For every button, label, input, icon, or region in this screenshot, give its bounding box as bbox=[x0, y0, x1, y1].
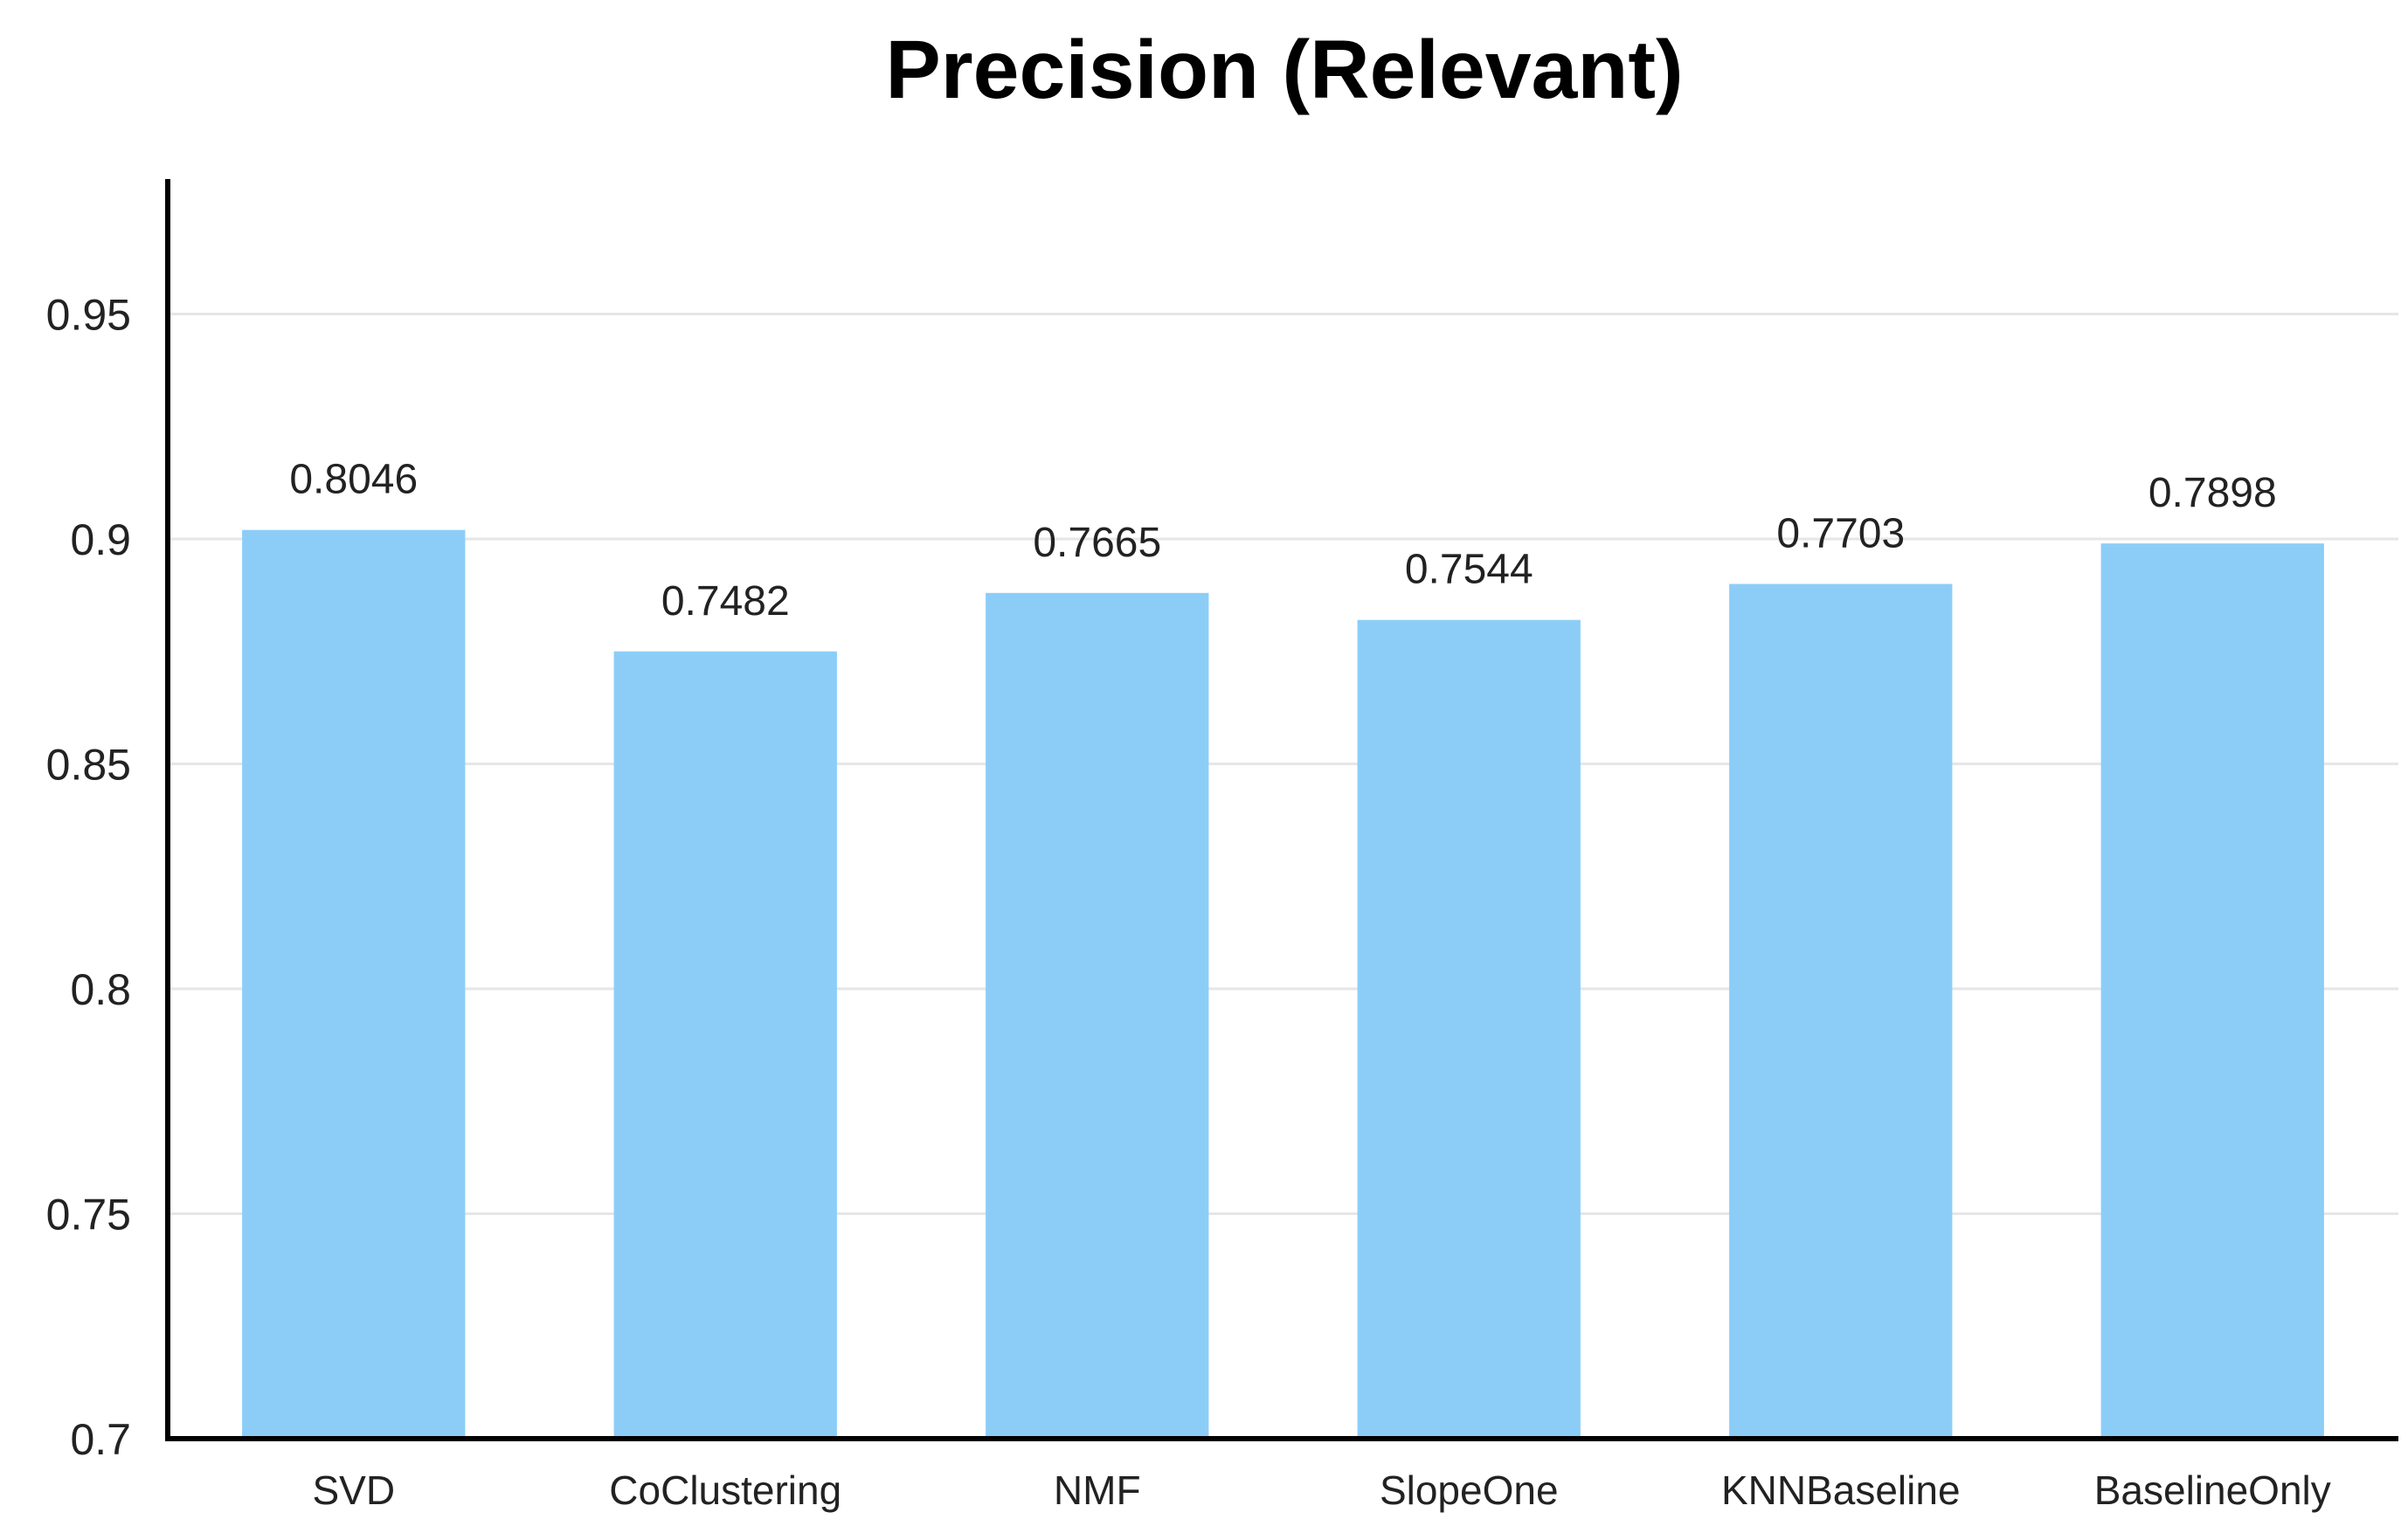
data-label: 0.7898 bbox=[2149, 470, 2277, 516]
y-tick-label: 0.75 bbox=[46, 1191, 131, 1240]
x-tick-label: SlopeOne bbox=[1380, 1467, 1559, 1513]
x-tick-label: CoClustering bbox=[609, 1467, 841, 1513]
y-tick-label: 0.85 bbox=[46, 741, 131, 790]
chart-title: Precision (Relevant) bbox=[885, 24, 1683, 116]
y-tick-label: 0.8 bbox=[70, 965, 131, 1014]
data-label: 0.7482 bbox=[661, 578, 790, 625]
x-tick-label: BaselineOnly bbox=[2094, 1467, 2331, 1513]
data-label: 0.7544 bbox=[1405, 547, 1533, 593]
data-label: 0.8046 bbox=[289, 457, 418, 503]
gridlines bbox=[168, 313, 2398, 1215]
y-axis-ticks: 0.7 0.75 0.8 0.85 0.9 0.95 bbox=[46, 291, 131, 1465]
bars bbox=[242, 529, 2324, 1440]
data-labels: 0.8046 0.7482 0.7665 0.7544 0.7703 0.7898 bbox=[289, 457, 2276, 625]
y-tick-label: 0.95 bbox=[46, 291, 131, 340]
bar bbox=[986, 592, 1209, 1439]
y-tick-label: 0.7 bbox=[70, 1415, 131, 1464]
x-axis-categories: SVD CoClustering NMF SlopeOne KNNBaseline Bas… bbox=[312, 1467, 2330, 1513]
data-label: 0.7665 bbox=[1033, 520, 1161, 566]
y-tick-label: 0.9 bbox=[70, 515, 131, 564]
x-tick-label: KNNBaseline bbox=[1721, 1467, 1961, 1513]
data-label: 0.7703 bbox=[1776, 511, 1905, 557]
bar bbox=[242, 529, 466, 1440]
x-tick-label: NMF bbox=[1054, 1467, 1141, 1513]
bar bbox=[1357, 619, 1581, 1439]
bar bbox=[613, 651, 837, 1439]
bar bbox=[2100, 543, 2324, 1439]
bar bbox=[1729, 584, 1953, 1439]
x-tick-label: SVD bbox=[312, 1467, 395, 1513]
